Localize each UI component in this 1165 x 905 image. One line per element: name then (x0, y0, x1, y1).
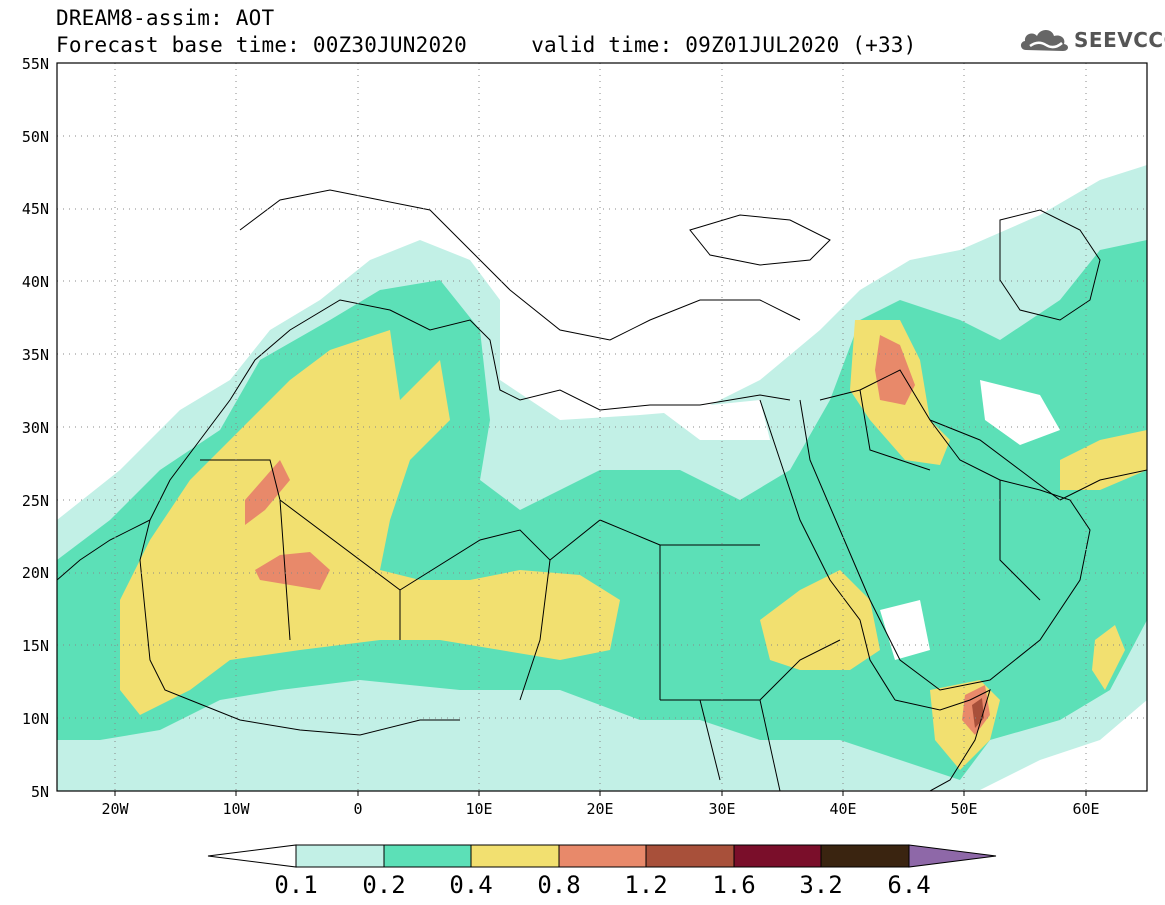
colorbar-label: 6.4 (887, 871, 930, 899)
logo-text: SEEVCCC (1074, 28, 1165, 52)
coastline-red-sea (759, 399, 896, 701)
lat-label: 20N (22, 564, 49, 582)
map-title: DREAM8-assim: AOT (56, 6, 275, 30)
coastline-caspian (999, 209, 1101, 321)
aot-band-0.8 (255, 552, 330, 590)
colorbar (207, 844, 997, 868)
coastline-persian-gulf (929, 419, 1147, 501)
border-middle-east (819, 369, 1041, 601)
colorbar-segment (733, 844, 822, 868)
aot-clear-patch (660, 400, 770, 440)
coastline-black-sea (689, 214, 831, 266)
lon-label: 30E (708, 800, 735, 818)
lon-label: 20W (101, 800, 129, 818)
lon-label: 10E (465, 800, 492, 818)
lat-label: 45N (22, 200, 49, 218)
aot-field (57, 165, 1147, 791)
coastline-horn-of-africa (894, 689, 991, 791)
colorbar-segment (820, 844, 910, 868)
longitude-labels: 20W 10W 0 10E 20E 30E 40E 50E 60E (101, 800, 1099, 818)
lat-label: 30N (22, 419, 49, 437)
colorbar-label: 0.4 (449, 871, 492, 899)
colorbar-max-arrow (908, 844, 997, 868)
lon-label: 50E (950, 800, 977, 818)
colorbar-segment (295, 844, 385, 868)
coastline-west-africa (139, 519, 460, 736)
tick-marks (114, 791, 1087, 796)
map-frame (56, 62, 1148, 792)
aot-band-0.8 (875, 335, 915, 405)
colorbar-labels: 0.1 0.2 0.4 0.8 1.2 1.6 3.2 6.4 (274, 871, 930, 899)
coastline-europe (239, 189, 801, 341)
lat-label: 35N (22, 346, 49, 364)
colorbar-min-arrow (207, 844, 297, 868)
lon-label: 40E (829, 800, 856, 818)
colorbar-segment (645, 844, 735, 868)
colorbar-segment (558, 844, 647, 868)
lon-label: 20E (586, 800, 613, 818)
lat-label: 50N (22, 128, 49, 146)
lat-label: 10N (22, 710, 49, 728)
coastline-arabia (799, 399, 1091, 691)
aot-band-0.8 (245, 460, 290, 525)
colorbar-segment (470, 844, 560, 868)
aot-band-0.4 (120, 330, 620, 715)
colorbar-segment (383, 844, 472, 868)
colorbar-label: 0.2 (362, 871, 405, 899)
forecast-time-info: Forecast base time: 00Z30JUN2020 valid t… (56, 33, 917, 57)
lon-label: 0 (353, 800, 362, 818)
lat-label: 40N (22, 273, 49, 291)
aot-clear-patch (980, 380, 1060, 445)
border-sahara (200, 459, 760, 701)
cloud-logo-icon (1020, 30, 1069, 51)
colorbar-label: 1.2 (624, 871, 667, 899)
border-east-africa (660, 639, 841, 791)
gridlines (57, 63, 1147, 791)
colorbar-label: 0.1 (274, 871, 317, 899)
lon-label: 60E (1072, 800, 1099, 818)
lat-label: 25N (22, 492, 49, 510)
seevccc-logo: SEEVCCC (1018, 24, 1165, 56)
lat-label: 5N (31, 783, 49, 801)
colorbar-label: 1.6 (712, 871, 755, 899)
colorbar-label: 3.2 (799, 871, 842, 899)
lat-label: 55N (22, 55, 49, 73)
lat-label: 15N (22, 637, 49, 655)
aot-band-0.4 (1092, 625, 1125, 690)
colorbar-label: 0.8 (537, 871, 580, 899)
lon-label: 10W (222, 800, 250, 818)
latitude-labels: 55N 50N 45N 40N 35N 30N 25N 20N 15N 10N … (22, 55, 49, 801)
